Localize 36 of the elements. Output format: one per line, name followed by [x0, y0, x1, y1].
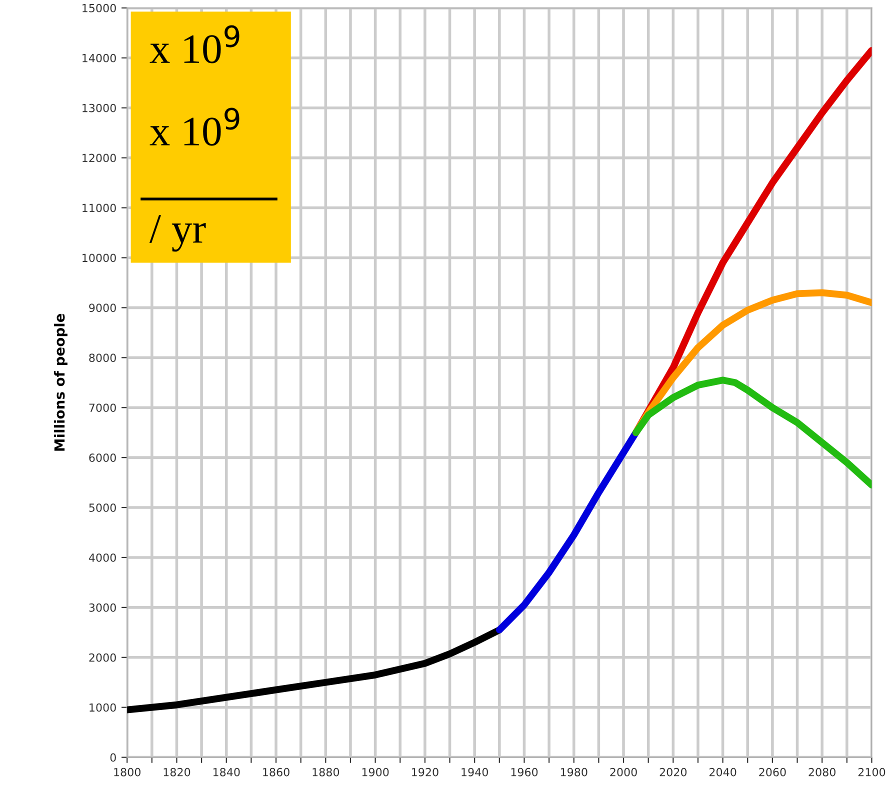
y-tick-label: 9000 [89, 304, 116, 312]
x-tick-label: 1860 [263, 768, 290, 776]
y-tick-label: 2000 [89, 653, 116, 662]
y-tick-label: 7000 [89, 404, 116, 412]
annotation: / yr [149, 215, 206, 252]
x-tick-label: 1960 [511, 768, 538, 776]
x-tick-label: 2060 [759, 768, 786, 776]
x-tick-label: 2020 [660, 768, 687, 776]
x-tick-label: 1940 [462, 768, 488, 776]
x-tick-label: 1900 [362, 768, 389, 776]
x-tick-label: 1800 [114, 768, 140, 776]
y-tick-label: 5000 [89, 503, 116, 512]
x-tick-label: 1980 [560, 768, 588, 776]
annotation: x 10$^{9}$ [150, 25, 240, 64]
y-tick-label: 13000 [82, 104, 116, 112]
y-tick-label: 10000 [82, 254, 116, 262]
x-tick-label: 1880 [312, 768, 340, 776]
y-tick-label: 11000 [82, 204, 116, 212]
x-tick-label: 2000 [610, 768, 637, 776]
y-tick-label: 8000 [89, 354, 116, 362]
x-tick-label: 1820 [164, 768, 190, 776]
y-tick-label: 0 [110, 753, 116, 762]
y-tick-label: 4000 [88, 553, 116, 562]
y-axis-title: Millions of people [54, 314, 68, 451]
x-tick-label: 2040 [709, 768, 736, 776]
annotation: x 10$^{9}$ [150, 108, 240, 146]
x-tick-label: 1920 [412, 768, 438, 776]
y-tick-label: 3000 [89, 603, 116, 612]
y-tick-label: 1000 [90, 703, 116, 712]
y-tick-label: 12000 [82, 154, 116, 162]
y-tick-label: 15000 [82, 4, 116, 12]
y-tick-label: 6000 [89, 454, 116, 462]
y-tick-label: 14000 [82, 54, 116, 62]
x-tick-label: 1840 [213, 768, 240, 776]
x-tick-label: 2100 [858, 768, 886, 776]
x-tick-label: 2080 [808, 768, 836, 776]
